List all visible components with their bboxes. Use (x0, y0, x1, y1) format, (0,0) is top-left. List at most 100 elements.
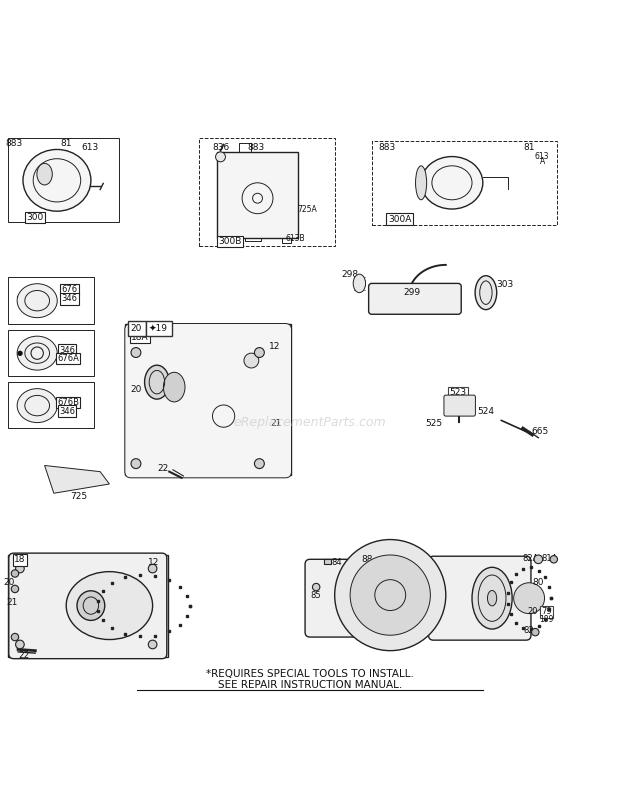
Text: *REQUIRES SPECIAL TOOLS TO INSTALL.: *REQUIRES SPECIAL TOOLS TO INSTALL. (206, 669, 414, 679)
Circle shape (531, 628, 539, 636)
Circle shape (312, 583, 320, 591)
FancyBboxPatch shape (9, 553, 167, 659)
Ellipse shape (487, 590, 497, 606)
Text: 20: 20 (130, 324, 141, 333)
Text: 21: 21 (270, 419, 281, 428)
Bar (7, 138, 118, 222)
Ellipse shape (66, 572, 153, 640)
Text: 22: 22 (157, 464, 169, 473)
Text: 300: 300 (27, 213, 44, 222)
FancyBboxPatch shape (428, 556, 531, 640)
Circle shape (131, 348, 141, 357)
Circle shape (216, 152, 226, 162)
Ellipse shape (472, 567, 512, 629)
Text: 883: 883 (247, 143, 264, 152)
Text: 836: 836 (212, 143, 229, 152)
Text: 81: 81 (60, 139, 72, 148)
Circle shape (254, 458, 264, 469)
Ellipse shape (475, 275, 497, 309)
Text: 300B: 300B (218, 237, 241, 246)
FancyBboxPatch shape (369, 283, 461, 314)
Text: 21: 21 (7, 598, 18, 607)
Circle shape (514, 583, 544, 614)
Bar (199, 138, 335, 246)
Text: 81A: 81A (541, 554, 557, 563)
FancyBboxPatch shape (218, 152, 298, 238)
Text: 300A: 300A (388, 215, 411, 224)
Text: ●: ● (17, 350, 23, 356)
Circle shape (244, 353, 259, 368)
Text: 613: 613 (81, 143, 99, 152)
Polygon shape (45, 466, 109, 493)
Text: 524: 524 (477, 407, 494, 417)
Ellipse shape (415, 166, 427, 200)
Text: 676A: 676A (57, 354, 79, 363)
Bar (125, 323, 291, 475)
Text: 84: 84 (331, 558, 342, 567)
Text: 12: 12 (148, 558, 159, 567)
Text: 86
87
89: 86 87 89 (383, 585, 392, 615)
Ellipse shape (17, 389, 57, 423)
Text: 883: 883 (5, 139, 22, 148)
Circle shape (11, 634, 19, 641)
FancyBboxPatch shape (444, 395, 476, 416)
Text: 83: 83 (403, 577, 415, 586)
Text: 676: 676 (61, 285, 78, 294)
Text: 346: 346 (61, 294, 78, 303)
Ellipse shape (37, 163, 52, 185)
Text: 12: 12 (269, 342, 280, 351)
Text: eReplacementParts.com: eReplacementParts.com (234, 416, 386, 428)
Bar (372, 141, 557, 225)
Text: 725A: 725A (297, 205, 317, 214)
Bar (7, 555, 168, 656)
Text: 725: 725 (70, 492, 87, 501)
Text: 85: 85 (311, 591, 322, 600)
Circle shape (335, 540, 446, 651)
Bar (7, 382, 94, 428)
FancyBboxPatch shape (146, 321, 172, 336)
FancyBboxPatch shape (128, 321, 146, 336)
Text: 665: 665 (531, 427, 548, 436)
Circle shape (350, 555, 430, 635)
Circle shape (131, 458, 141, 469)
Text: 82A: 82A (523, 554, 539, 563)
Text: A: A (540, 157, 546, 166)
Text: 88: 88 (361, 555, 373, 564)
Text: 298: 298 (342, 270, 359, 279)
Text: 346: 346 (59, 346, 75, 354)
Text: 346: 346 (59, 406, 75, 416)
Text: 22: 22 (18, 651, 29, 660)
Text: 20: 20 (527, 608, 538, 616)
Circle shape (550, 555, 557, 563)
Circle shape (11, 585, 19, 593)
Text: 82: 82 (524, 626, 534, 635)
Text: ✦19: ✦19 (149, 324, 167, 333)
Circle shape (16, 564, 24, 573)
Circle shape (16, 640, 24, 649)
Text: 20: 20 (130, 385, 141, 394)
Ellipse shape (164, 372, 185, 402)
Text: 18: 18 (14, 555, 25, 564)
Text: 525: 525 (425, 419, 442, 428)
Text: 883: 883 (379, 143, 396, 152)
Text: 79: 79 (541, 608, 552, 616)
Ellipse shape (353, 274, 366, 293)
Text: 676B: 676B (57, 398, 79, 407)
Circle shape (254, 348, 264, 357)
Bar (7, 277, 94, 323)
Ellipse shape (144, 365, 169, 399)
Text: 81: 81 (523, 143, 535, 152)
Ellipse shape (17, 284, 57, 318)
Text: 80: 80 (533, 578, 544, 587)
Text: 189: 189 (539, 615, 554, 624)
Ellipse shape (23, 149, 91, 211)
Text: SEE REPAIR INSTRUCTION MANUAL.: SEE REPAIR INSTRUCTION MANUAL. (218, 679, 402, 690)
Text: 299: 299 (403, 288, 420, 297)
Ellipse shape (77, 591, 105, 620)
Circle shape (534, 555, 542, 563)
Circle shape (148, 640, 157, 649)
Bar (324, 559, 331, 564)
Circle shape (11, 570, 19, 578)
Text: 523: 523 (450, 388, 467, 397)
Text: 18A: 18A (131, 333, 149, 342)
